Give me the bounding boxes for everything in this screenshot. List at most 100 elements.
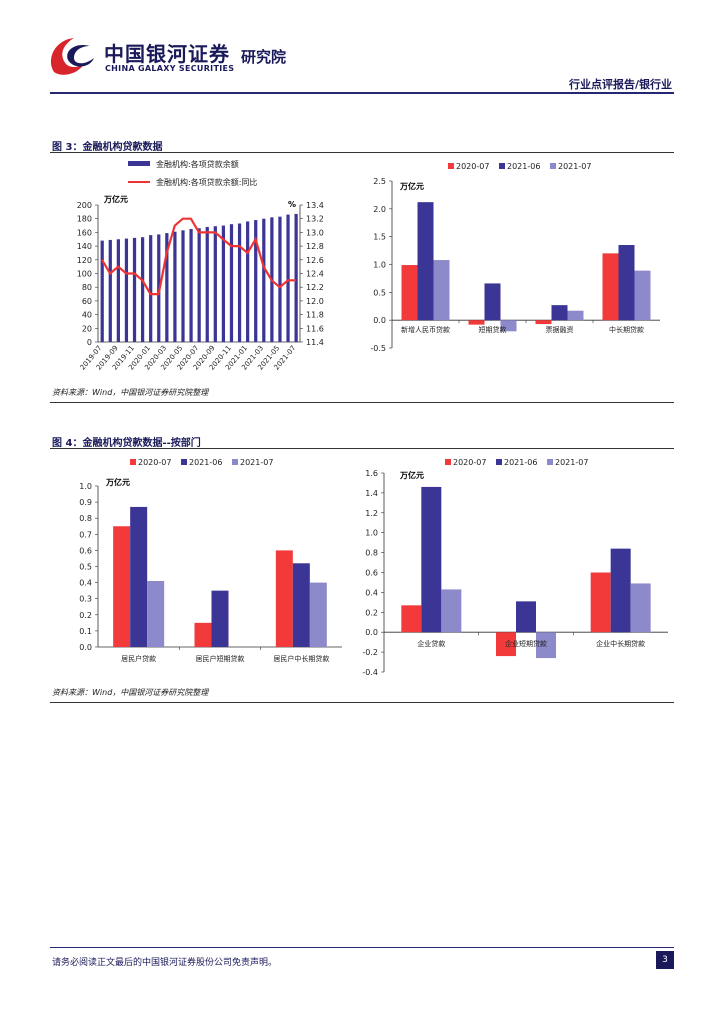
x-category-label: 票据融资	[546, 325, 574, 334]
legend-swatch	[499, 163, 505, 169]
bar-2021-07	[630, 583, 651, 633]
brand-institute: 研究院	[241, 48, 287, 66]
legend-label: 2021-06	[504, 458, 537, 467]
y-tick-label: 1.2	[365, 509, 378, 518]
figure4-top-rule	[50, 448, 674, 449]
figure4-title: 图 4：金融机构贷款数据--按部门	[52, 438, 201, 449]
figure3-bottom-rule	[50, 402, 674, 403]
y-tick-label-right: 11.6	[306, 324, 324, 333]
y-tick-label-left: 100	[77, 270, 92, 279]
x-category-label: 中长期贷款	[609, 325, 644, 334]
bar-2021-06	[211, 590, 229, 647]
bar-2021-07	[536, 632, 556, 659]
y-tick-label-left: 80	[82, 283, 92, 292]
legend-label-yoy: 金融机构:各项贷款余额:同比	[156, 177, 257, 187]
bar-2020-07	[275, 550, 293, 647]
balance-bar	[173, 231, 177, 342]
yoy-line	[101, 217, 296, 296]
figure4-source: 资料来源：Wind，中国银河证券研究院整理	[52, 688, 209, 697]
y-tick-label: -0.5	[370, 344, 386, 353]
balance-bar	[116, 239, 120, 342]
page-number: 3	[656, 951, 674, 969]
bar-2020-07	[496, 632, 516, 657]
bar-2021-06	[516, 601, 536, 633]
figure3-title: 图 3：金融机构贷款数据	[52, 142, 163, 153]
unit-label: 万亿元	[105, 477, 130, 487]
y-tick-label-right: 12.2	[306, 283, 324, 292]
x-category-label: 居民户贷款	[121, 654, 156, 663]
legend-label: 2021-06	[189, 458, 222, 467]
new-loan-chart: 2020-07 2021-06 2021-07 万亿元 -0.5 0.0 0.5 1.0 1.5…	[370, 162, 660, 353]
y-tick-label-right: 12.8	[306, 242, 324, 251]
y-tick-label: 1.4	[365, 489, 378, 498]
x-category-label: 企业中长期贷款	[596, 639, 645, 648]
y-tick-label: 1.0	[79, 482, 92, 491]
balance-bar	[189, 228, 193, 342]
y-tick-label: 0.2	[79, 611, 92, 620]
legend-label: 2021-07	[558, 162, 591, 171]
y-tick-label-right: 12.4	[306, 270, 324, 279]
bar-2021-07	[634, 270, 651, 321]
x-category-label: 短期贷款	[479, 325, 507, 334]
x-category-label: 居民户中长期贷款	[273, 654, 329, 663]
y-tick-label-right: 13.0	[306, 228, 324, 237]
bar-2020-07	[401, 265, 418, 321]
header-divider	[50, 92, 674, 94]
legend-swatch	[445, 459, 451, 465]
balance-bar	[221, 225, 226, 342]
bar-2021-07	[147, 580, 165, 647]
y-tick-label-left: 120	[77, 256, 92, 265]
legend-label: 2020-07	[138, 458, 171, 467]
balance-bar	[286, 214, 290, 342]
y-tick-label-left: 40	[82, 311, 92, 320]
bar-2021-06	[417, 202, 434, 321]
bar-2020-07	[602, 253, 619, 321]
y-tick-label: 0.9	[79, 498, 92, 507]
y-tick-label-right: 12.0	[306, 297, 324, 306]
footer-divider	[50, 947, 674, 948]
legend-label: 2021-07	[240, 458, 273, 467]
household-loan-chart: 2020-07 2021-06 2021-07 万亿元 0.0 0.1 0.2 0.3 0.4 0…	[79, 458, 342, 663]
y-tick-label-left: 20	[82, 324, 92, 333]
bar-2020-07	[194, 622, 212, 647]
bar-2020-07	[113, 526, 131, 647]
y-tick-label-right: 12.6	[306, 256, 324, 265]
y-tick-label-left: 160	[77, 228, 92, 237]
y-tick-label: 0.5	[79, 563, 92, 572]
unit-label: 万亿元	[399, 470, 424, 480]
balance-bar	[181, 230, 185, 342]
legend-swatch	[496, 459, 502, 465]
y-tick-label-right: 13.2	[306, 215, 324, 224]
y-tick-label-left: 60	[82, 297, 92, 306]
y-tick-label: 1.5	[373, 233, 386, 242]
y-tick-label: 0.4	[79, 579, 92, 588]
bar-2020-07	[535, 320, 552, 325]
x-category-label: 企业贷款	[417, 639, 445, 648]
x-category-label: 居民户短期贷款	[196, 654, 245, 663]
legend-swatch	[232, 459, 238, 465]
y-tick-label: 0.1	[79, 627, 92, 636]
y-tick-label: 1.0	[365, 529, 378, 538]
enterprise-loan-chart: 2020-07 2021-06 2021-07 万亿元 -0.4 -0.2 0.0 0.2 0.…	[362, 458, 668, 677]
bar-2021-07	[441, 589, 462, 633]
figure4-bottom-rule	[50, 702, 674, 703]
y-tick-label: 0.8	[365, 549, 378, 558]
y-tick-label: 0.8	[79, 514, 92, 523]
balance-bar	[124, 238, 129, 342]
bar-2020-07	[401, 605, 422, 633]
y-tick-label: 0.0	[79, 643, 92, 652]
bar-2021-07	[433, 260, 450, 321]
brand-name-en: CHINA GALAXY SECURITIES	[105, 64, 235, 73]
balance-bar	[237, 223, 242, 342]
y-tick-label: 0.4	[365, 588, 378, 597]
balance-bar	[197, 228, 201, 342]
y-tick-label: -0.2	[362, 648, 378, 657]
galaxy-logo-icon	[50, 38, 94, 75]
bar-2021-06	[130, 506, 148, 647]
y-tick-label-left: 140	[77, 242, 92, 251]
y-tick-label-right: 11.4	[306, 338, 324, 347]
bar-2021-06	[484, 283, 501, 321]
bar-2021-06	[421, 486, 442, 633]
y-tick-label: 0.0	[373, 316, 386, 325]
